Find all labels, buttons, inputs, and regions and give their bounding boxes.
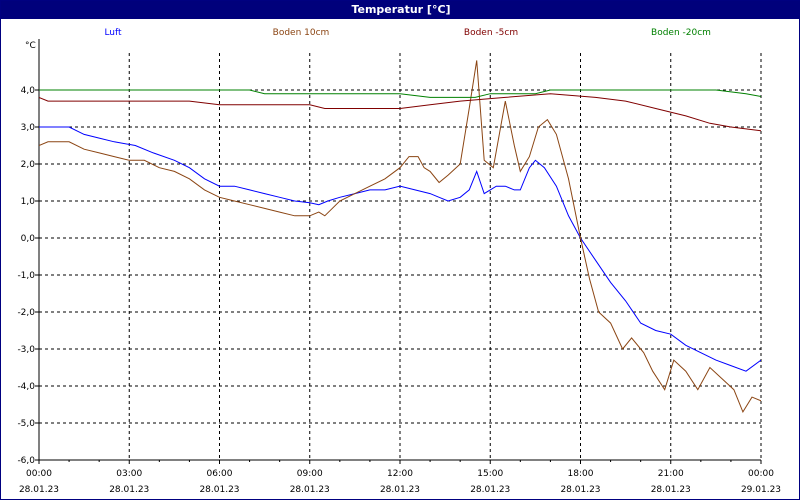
y-tick-label: -4,0 — [17, 382, 35, 392]
legend-entry: Boden -20cm — [651, 28, 711, 38]
y-tick-label: 1,0 — [21, 197, 36, 207]
x-tick-date: 28.01.23 — [470, 485, 510, 495]
x-tick-time: 18:00 — [568, 469, 594, 479]
y-unit-label: °C — [25, 41, 36, 51]
y-tick-label: 0,0 — [21, 234, 36, 244]
y-tick-label: -1,0 — [17, 271, 35, 281]
x-tick-time: 09:00 — [297, 469, 323, 479]
x-tick-time: 12:00 — [387, 469, 413, 479]
legend-entry: Boden -5cm — [464, 28, 518, 38]
chart-title: Temperatur [°C] — [1, 1, 800, 19]
series-line — [39, 93, 761, 132]
x-tick-date: 28.01.23 — [560, 485, 600, 495]
x-tick-date: 28.01.23 — [290, 485, 330, 495]
legend-entry: Luft — [104, 28, 122, 38]
y-tick-label: -6,0 — [17, 456, 35, 466]
series-line — [39, 126, 761, 372]
y-tick-label: 4,0 — [21, 86, 36, 96]
x-tick-time: 21:00 — [658, 469, 684, 479]
x-tick-date: 28.01.23 — [651, 485, 691, 495]
y-tick-label: 2,0 — [21, 160, 36, 170]
x-tick-date: 28.01.23 — [109, 485, 149, 495]
y-tick-label: 3,0 — [21, 123, 36, 133]
x-tick-time: 00:00 — [748, 469, 774, 479]
series-line — [39, 89, 761, 98]
x-tick-time: 15:00 — [477, 469, 503, 479]
x-tick-date: 29.01.23 — [741, 485, 781, 495]
y-tick-label: -3,0 — [17, 345, 35, 355]
x-tick-date: 28.01.23 — [199, 485, 239, 495]
series-line — [39, 60, 761, 414]
x-tick-time: 00:00 — [26, 469, 52, 479]
x-tick-date: 28.01.23 — [380, 485, 420, 495]
x-tick-time: 06:00 — [207, 469, 233, 479]
x-tick-time: 03:00 — [116, 469, 142, 479]
legend-entry: Boden 10cm — [273, 28, 330, 38]
y-tick-label: -2,0 — [17, 308, 35, 318]
x-tick-date: 28.01.23 — [19, 485, 59, 495]
y-tick-label: -5,0 — [17, 419, 35, 429]
